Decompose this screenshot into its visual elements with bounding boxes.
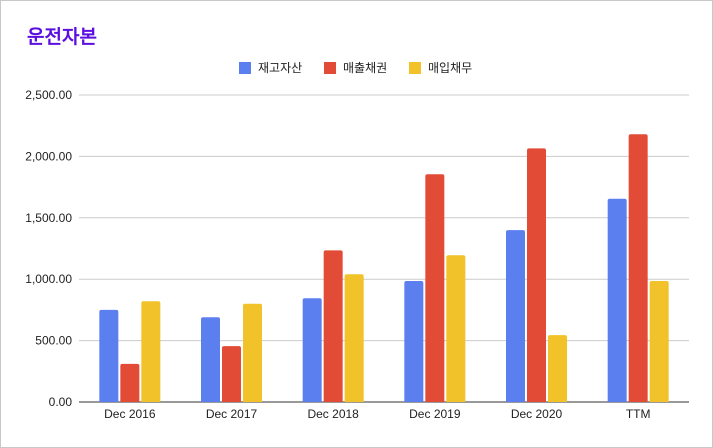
- x-tick-label: Dec 2018: [307, 407, 359, 421]
- bar-2-ttm: [628, 134, 648, 402]
- bar-2-dec-2017: [222, 346, 241, 402]
- legend-label-1: 재고자산: [258, 61, 302, 75]
- legend: 재고자산 매출채권 매입채무: [239, 61, 472, 75]
- y-tick-label: 2,000.00: [25, 149, 72, 163]
- legend-label-3: 매입채무: [428, 61, 472, 75]
- y-tick-label: 1,500.00: [25, 211, 72, 225]
- bar-3-ttm: [649, 281, 669, 402]
- bar-1-ttm: [607, 198, 627, 402]
- bar-1-dec-2020: [506, 230, 525, 402]
- bar-1-dec-2019: [404, 281, 424, 402]
- y-tick-label: 2,500.00: [25, 88, 72, 102]
- legend-label-2: 매출채권: [343, 61, 387, 75]
- bar-2-dec-2019: [425, 174, 445, 402]
- bar-3-dec-2018: [344, 274, 364, 402]
- legend-swatch-1: [239, 62, 251, 74]
- y-axis: 0.00 500.00 1,000.00 1,500.00 2,000.00 2,500.…: [25, 88, 72, 409]
- bar-1-dec-2018: [302, 298, 322, 402]
- chart-title: 운전자본: [27, 26, 97, 48]
- gridlines: [79, 94, 689, 403]
- x-tick-label: Dec 2017: [206, 407, 258, 421]
- x-tick-label: Dec 2019: [409, 407, 461, 421]
- x-tick-label: Dec 2016: [104, 407, 156, 421]
- y-tick-label: 0.00: [49, 395, 73, 409]
- x-tick-label: TTM: [626, 407, 651, 421]
- legend-swatch-2: [324, 62, 336, 74]
- y-tick-label: 1,000.00: [25, 272, 72, 286]
- bar-3-dec-2016: [141, 301, 161, 402]
- bar-1-dec-2016: [99, 309, 119, 402]
- bar-3-dec-2020: [548, 335, 567, 402]
- bar-1-dec-2017: [201, 317, 220, 402]
- bars: [99, 134, 669, 402]
- bar-3-dec-2017: [243, 303, 262, 402]
- x-axis: Dec 2016 Dec 2017 Dec 2018 Dec 2019 Dec 2020…: [104, 407, 650, 421]
- bar-2-dec-2020: [527, 148, 546, 402]
- x-tick-label: Dec 2020: [511, 407, 563, 421]
- bar-2-dec-2018: [323, 250, 343, 402]
- legend-swatch-3: [409, 62, 421, 74]
- bar-3-dec-2019: [446, 255, 466, 402]
- y-tick-label: 500.00: [35, 334, 72, 348]
- bar-2-dec-2016: [120, 363, 140, 402]
